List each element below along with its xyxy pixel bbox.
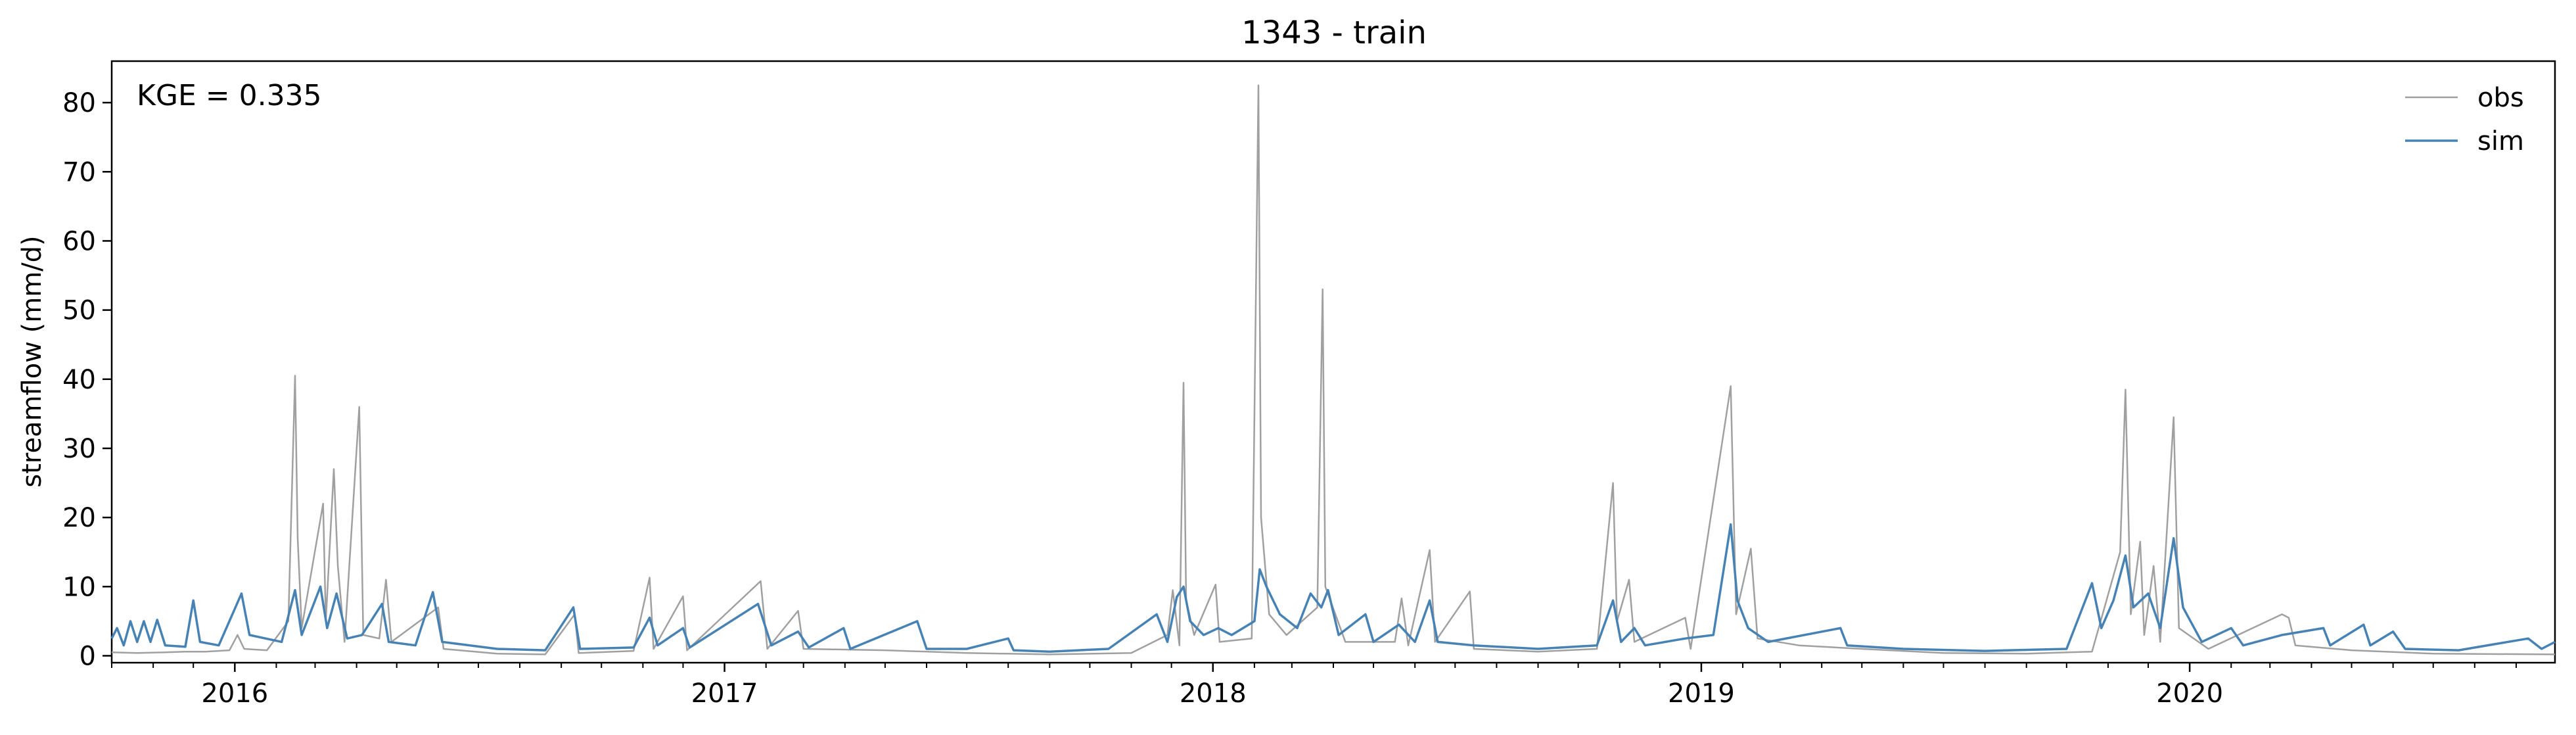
x-tick-label: 2018 (1180, 678, 1247, 709)
x-tick-label: 2019 (1668, 678, 1735, 709)
y-axis: 0 10 20 30 40 50 60 70 80 (62, 88, 112, 671)
y-axis-title: streamflow (mm/d) (17, 235, 47, 487)
legend-label-sim: sim (2477, 126, 2524, 156)
plot-frame (110, 60, 2556, 664)
series-sim (110, 523, 2556, 653)
y-tick-label: 40 (62, 365, 96, 395)
x-tick-label: 2020 (2156, 678, 2223, 709)
y-tick-label: 10 (62, 572, 96, 602)
legend-label-obs: obs (2477, 83, 2524, 113)
y-tick-label: 70 (62, 157, 96, 187)
y-tick-label: 50 (62, 296, 96, 326)
legend: obs sim (2405, 83, 2524, 156)
series-layer (110, 84, 2556, 655)
y-tick-label: 80 (62, 88, 96, 118)
y-tick-label: 20 (62, 503, 96, 533)
y-tick-label: 30 (62, 434, 96, 464)
y-tick-label: 0 (80, 641, 96, 671)
chart-title: 1343 - train (1241, 14, 1427, 51)
series-line-sim (110, 523, 2556, 653)
x-tick-label: 2016 (201, 678, 268, 709)
kge-annotation: KGE = 0.335 (137, 79, 322, 112)
x-tick-label: 2017 (691, 678, 758, 709)
y-tick-label: 60 (62, 226, 96, 256)
series-obs (111, 84, 2556, 655)
series-line-obs (111, 84, 2556, 655)
x-axis: 2016 2017 2018 2019 2020 (111, 663, 2517, 709)
